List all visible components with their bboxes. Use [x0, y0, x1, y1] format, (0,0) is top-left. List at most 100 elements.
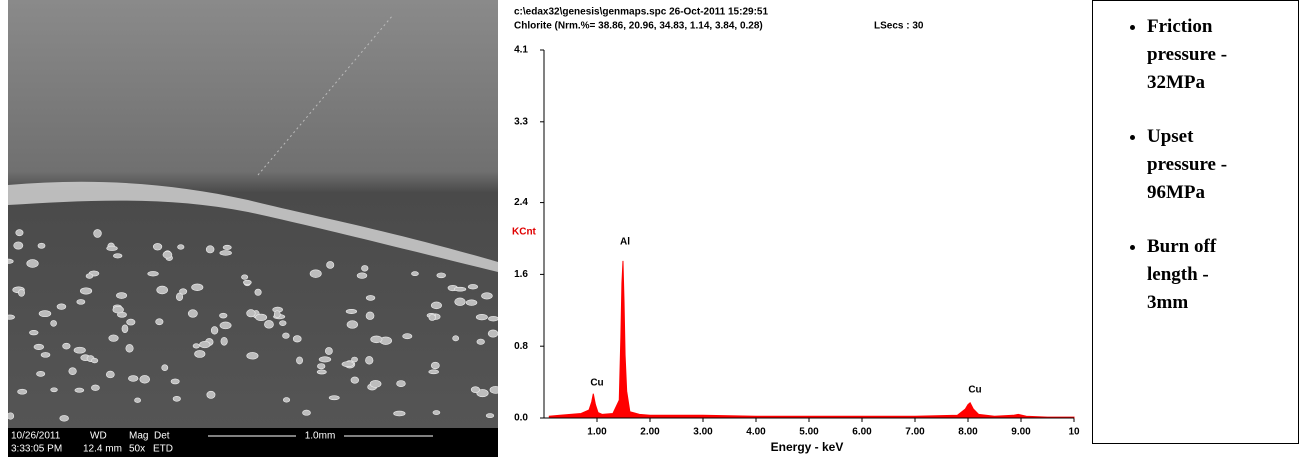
- x-tick-label: 5.00: [799, 427, 819, 438]
- particle: [206, 390, 216, 399]
- particle: [328, 395, 340, 401]
- particle: [73, 346, 86, 354]
- y-tick-label: 4.1: [514, 45, 528, 56]
- particle: [282, 332, 290, 339]
- particle: [40, 352, 51, 358]
- note-item: Burn off length - 3mm: [1147, 233, 1247, 317]
- particle: [370, 335, 383, 344]
- y-tick-label: 3.3: [514, 116, 528, 127]
- particle: [85, 273, 94, 279]
- note-item: Upset pressure - 96MPa: [1147, 123, 1247, 207]
- particle: [402, 333, 413, 340]
- particle: [302, 409, 311, 416]
- peak-label: Al: [620, 237, 630, 248]
- particle: [121, 324, 129, 333]
- particle: [38, 310, 52, 318]
- peak-label: Cu: [590, 378, 603, 389]
- live-time: LSecs : 30: [874, 21, 924, 32]
- particle: [255, 313, 268, 322]
- particle: [15, 229, 24, 237]
- particle: [317, 363, 326, 370]
- particle: [91, 357, 99, 364]
- particle: [470, 386, 480, 393]
- particle: [351, 356, 358, 363]
- spectrum: [548, 260, 1075, 419]
- particle: [428, 369, 439, 375]
- particle: [191, 283, 204, 291]
- chart-header: c:\edax32\genesis\genmaps.spc 26-Oct-201…: [514, 7, 768, 18]
- particle: [8, 412, 15, 420]
- particle: [79, 287, 93, 295]
- x-tick-label: 9.00: [1011, 427, 1031, 438]
- particle: [325, 347, 333, 355]
- particle: [453, 286, 467, 292]
- info-header: Mag: [129, 431, 148, 442]
- particle: [487, 329, 498, 338]
- particle: [345, 309, 358, 314]
- x-tick-label: 6.00: [852, 427, 872, 438]
- particle: [93, 229, 102, 238]
- particle: [205, 245, 215, 254]
- info-value: 50x: [129, 444, 145, 455]
- particle: [393, 410, 406, 417]
- particle: [108, 334, 119, 342]
- x-tick-label: 4.00: [746, 427, 766, 438]
- particle: [162, 250, 173, 259]
- particle: [243, 279, 252, 285]
- info-value: 12.4 mm: [83, 444, 122, 455]
- x-tick-label: 2.00: [640, 427, 660, 438]
- x-tick-label: 7.00: [905, 427, 925, 438]
- peak-label: Cu: [968, 385, 981, 396]
- y-tick-label: 0.0: [514, 413, 528, 424]
- interface-band: [8, 181, 498, 272]
- particle: [172, 395, 181, 402]
- notes-list: Friction pressure - 32MPa Upset pressure …: [1093, 1, 1298, 317]
- x-tick-label: 8.00: [958, 427, 978, 438]
- particle: [222, 244, 232, 250]
- x-axis-label: Energy - keV: [771, 440, 844, 454]
- particle: [17, 289, 25, 297]
- particle: [161, 364, 169, 372]
- particle: [264, 320, 274, 329]
- particle: [152, 243, 163, 251]
- particle: [428, 314, 436, 321]
- particle: [481, 292, 493, 300]
- notes-box: Friction pressure - 32MPa Upset pressure …: [1092, 0, 1299, 444]
- particle: [62, 342, 71, 350]
- particle: [350, 376, 359, 384]
- y-tick-label: 0.8: [514, 341, 528, 352]
- particle: [465, 299, 478, 306]
- particle: [68, 367, 77, 376]
- particle: [33, 343, 45, 350]
- particle: [411, 271, 419, 277]
- particle: [365, 311, 375, 320]
- particle: [485, 413, 495, 419]
- particle: [147, 271, 159, 277]
- y-tick-label: 2.4: [514, 197, 528, 208]
- particle: [112, 306, 124, 314]
- particle: [113, 253, 123, 259]
- particle: [365, 356, 374, 365]
- particle: [199, 340, 211, 349]
- particle: [175, 292, 184, 301]
- particle: [36, 370, 46, 377]
- sem-image: 10/26/2011 3:33:05 PM WD 12.4 mm Mag 50x…: [8, 0, 498, 457]
- particle: [430, 301, 442, 310]
- particle: [179, 288, 188, 295]
- particle: [134, 397, 141, 403]
- particle: [139, 375, 151, 384]
- chart-subtitle: Chlorite (Nrm.%= 38.86, 20.96, 34.83, 1.…: [514, 21, 763, 32]
- particle: [282, 397, 291, 403]
- particle: [436, 272, 446, 279]
- particle: [476, 338, 485, 345]
- micrograph: [8, 0, 498, 428]
- particle: [156, 285, 168, 295]
- particle: [356, 272, 368, 279]
- particle: [210, 326, 219, 335]
- scale-label: 1.0mm: [305, 431, 336, 442]
- particle: [220, 337, 228, 346]
- info-value: ETD: [153, 444, 173, 455]
- particle: [254, 288, 262, 296]
- particle: [37, 242, 46, 249]
- x-tick-label: 3.00: [693, 427, 713, 438]
